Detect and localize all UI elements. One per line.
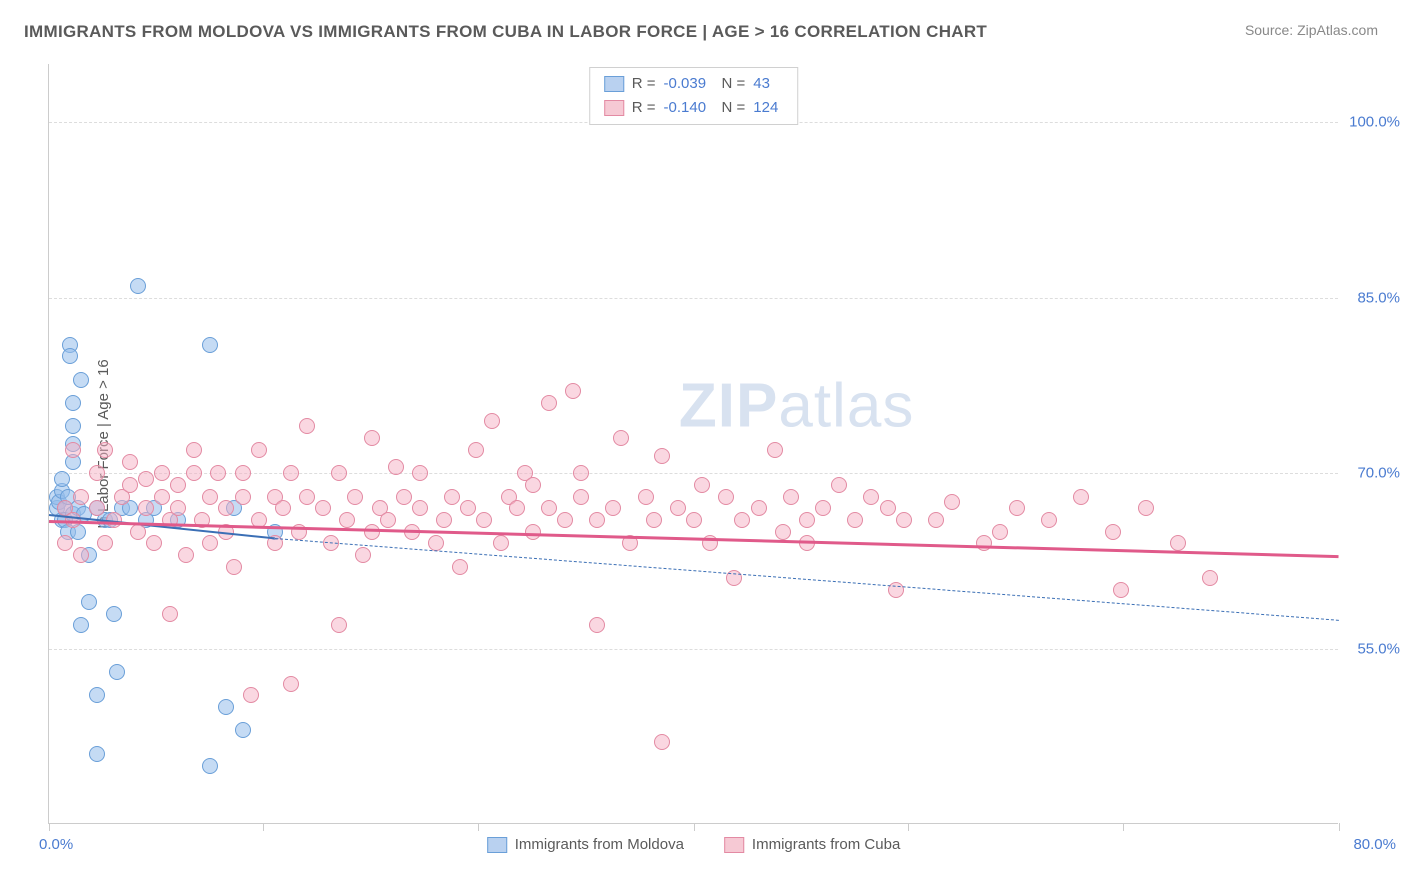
x-tick bbox=[478, 823, 479, 831]
x-axis-max-label: 80.0% bbox=[1353, 836, 1396, 853]
legend-swatch bbox=[724, 837, 744, 853]
x-tick bbox=[694, 823, 695, 831]
r-label: R = bbox=[632, 72, 656, 96]
plot-area: ZIPatlas 55.0%70.0%85.0%100.0% R =-0.039… bbox=[48, 64, 1338, 824]
legend-label: Immigrants from Cuba bbox=[752, 836, 900, 853]
n-label: N = bbox=[722, 72, 746, 96]
x-tick bbox=[263, 823, 264, 831]
x-axis-min-label: 0.0% bbox=[39, 836, 73, 853]
y-tick-label: 85.0% bbox=[1357, 289, 1400, 306]
series-swatch bbox=[604, 100, 624, 116]
x-tick bbox=[1339, 823, 1340, 831]
x-tick bbox=[49, 823, 50, 831]
stats-row: R = -0.140 N = 124 bbox=[604, 96, 784, 120]
y-tick-label: 70.0% bbox=[1357, 465, 1400, 482]
legend-label: Immigrants from Moldova bbox=[515, 836, 684, 853]
x-tick bbox=[1123, 823, 1124, 831]
legend-swatch bbox=[487, 837, 507, 853]
r-label: R = bbox=[632, 96, 656, 120]
x-tick bbox=[908, 823, 909, 831]
stats-row: R = -0.039 N = 43 bbox=[604, 72, 784, 96]
n-label: N = bbox=[722, 96, 746, 120]
source-attribution: Source: ZipAtlas.com bbox=[1245, 22, 1378, 38]
legend-item: Immigrants from Cuba bbox=[724, 836, 900, 853]
correlation-stats-box: R = -0.039 N = 43 R = -0.140 N = 124 bbox=[589, 67, 799, 125]
chart-title: IMMIGRANTS FROM MOLDOVA VS IMMIGRANTS FR… bbox=[24, 22, 987, 42]
r-value: -0.039 bbox=[664, 72, 714, 96]
series-legend: Immigrants from Moldova Immigrants from C… bbox=[487, 836, 901, 853]
legend-item: Immigrants from Moldova bbox=[487, 836, 684, 853]
n-value: 43 bbox=[753, 72, 783, 96]
r-value: -0.140 bbox=[664, 96, 714, 120]
y-tick-label: 55.0% bbox=[1357, 640, 1400, 657]
n-value: 124 bbox=[753, 96, 783, 120]
series-swatch bbox=[604, 76, 624, 92]
y-tick-label: 100.0% bbox=[1349, 114, 1400, 131]
trend-line bbox=[49, 520, 1339, 558]
